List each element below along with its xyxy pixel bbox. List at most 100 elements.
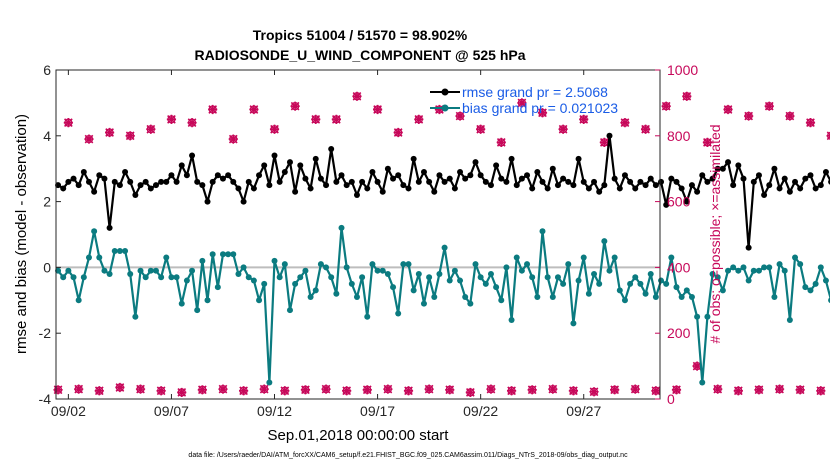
rmse-point bbox=[384, 165, 391, 172]
obs-assimilated-marker bbox=[166, 114, 177, 124]
rmse-point bbox=[405, 185, 412, 192]
bias-point bbox=[384, 270, 391, 277]
bias-point bbox=[379, 267, 386, 274]
obs-assimilated-marker bbox=[146, 124, 156, 134]
bias-point bbox=[637, 280, 644, 287]
rmse-point bbox=[822, 168, 829, 175]
bias-point bbox=[266, 379, 273, 386]
obs-assimilated-marker bbox=[527, 385, 537, 395]
rmse-point bbox=[652, 182, 659, 189]
bias-point bbox=[565, 261, 572, 268]
obs-assimilated-marker bbox=[383, 384, 393, 394]
bias-point bbox=[472, 261, 479, 268]
bias-point bbox=[518, 267, 525, 274]
bias-point bbox=[390, 284, 397, 291]
bias-point bbox=[786, 317, 793, 324]
y2-tick-label: 600 bbox=[667, 194, 691, 210]
bias-point bbox=[426, 274, 433, 281]
rmse-point bbox=[565, 178, 572, 185]
rmse-point bbox=[333, 178, 340, 185]
bias-point bbox=[663, 280, 670, 287]
bias-point bbox=[462, 294, 469, 301]
obs-assimilated-marker bbox=[424, 384, 434, 394]
bias-point bbox=[642, 290, 649, 297]
bias-point bbox=[493, 284, 500, 291]
bias-point bbox=[286, 307, 293, 314]
bias-point bbox=[122, 247, 129, 254]
bias-point bbox=[312, 287, 319, 294]
obs-assimilated-marker bbox=[269, 124, 280, 134]
bias-point bbox=[704, 313, 711, 320]
rmse-point bbox=[189, 152, 196, 159]
rmse-point bbox=[709, 175, 716, 182]
bias-point bbox=[183, 277, 190, 284]
bias-point bbox=[338, 224, 345, 231]
rmse-point bbox=[111, 178, 118, 185]
bias-point bbox=[307, 294, 314, 301]
rmse-point bbox=[627, 178, 634, 185]
rmse-point bbox=[292, 188, 299, 195]
rmse-point bbox=[338, 172, 345, 179]
rmse-point bbox=[719, 165, 726, 172]
bias-point bbox=[91, 228, 98, 235]
bias-point bbox=[529, 274, 536, 281]
bias-point bbox=[652, 294, 659, 301]
rmse-point bbox=[70, 175, 77, 182]
bias-point bbox=[503, 264, 510, 271]
rmse-point bbox=[714, 165, 721, 172]
rmse-point bbox=[792, 178, 799, 185]
y2-tick-label: 1000 bbox=[667, 62, 698, 78]
bias-point bbox=[714, 274, 721, 281]
rmse-point bbox=[642, 182, 649, 189]
bias-point bbox=[101, 267, 108, 274]
rmse-point bbox=[730, 182, 737, 189]
rmse-point bbox=[75, 182, 82, 189]
rmse-point bbox=[168, 172, 175, 179]
bias-point bbox=[271, 257, 278, 264]
bias-point bbox=[544, 274, 551, 281]
rmse-point bbox=[451, 185, 458, 192]
rmse-point bbox=[271, 152, 278, 159]
obs-assimilated-marker bbox=[486, 384, 496, 394]
bias-point bbox=[740, 264, 747, 271]
rmse-point bbox=[441, 178, 448, 185]
obs-assimilated-marker bbox=[135, 384, 146, 394]
rmse-point bbox=[462, 175, 469, 182]
rmse-point bbox=[817, 182, 824, 189]
bias-point bbox=[261, 280, 268, 287]
bias-point bbox=[817, 264, 824, 271]
obs-assimilated-marker bbox=[352, 91, 362, 101]
obs-assimilated-marker bbox=[795, 385, 805, 395]
rmse-point bbox=[560, 175, 567, 182]
rmse-point bbox=[477, 172, 484, 179]
x-axis-label: Sep.01,2018 00:00:00 start bbox=[268, 427, 450, 444]
legend-bias-marker bbox=[441, 104, 449, 112]
obs-assimilated-marker bbox=[630, 384, 640, 394]
bias-point bbox=[570, 320, 577, 327]
bias-point bbox=[369, 261, 376, 268]
rmse-point bbox=[142, 178, 149, 185]
rmse-point bbox=[106, 224, 113, 231]
rmse-point bbox=[214, 172, 221, 179]
rmse-point bbox=[426, 178, 433, 185]
bias-point bbox=[415, 270, 422, 277]
bias-point bbox=[776, 261, 783, 268]
rmse-point bbox=[704, 178, 711, 185]
rmse-point bbox=[658, 178, 665, 185]
rmse-point bbox=[302, 175, 309, 182]
rmse-point bbox=[725, 159, 732, 166]
bias-point bbox=[364, 313, 371, 320]
rmse-point bbox=[297, 162, 304, 169]
bias-point bbox=[611, 254, 618, 261]
bias-point bbox=[209, 251, 216, 258]
rmse-point bbox=[621, 172, 628, 179]
obs-assimilated-marker bbox=[321, 384, 331, 394]
rmse-point bbox=[632, 185, 639, 192]
bias-point bbox=[80, 274, 87, 281]
bias-point bbox=[606, 267, 613, 274]
obs-assimilated-marker bbox=[713, 384, 723, 394]
rmse-point bbox=[137, 182, 144, 189]
rmse-point bbox=[204, 198, 211, 205]
obs-assimilated-marker bbox=[506, 386, 517, 396]
rmse-point bbox=[694, 188, 701, 195]
